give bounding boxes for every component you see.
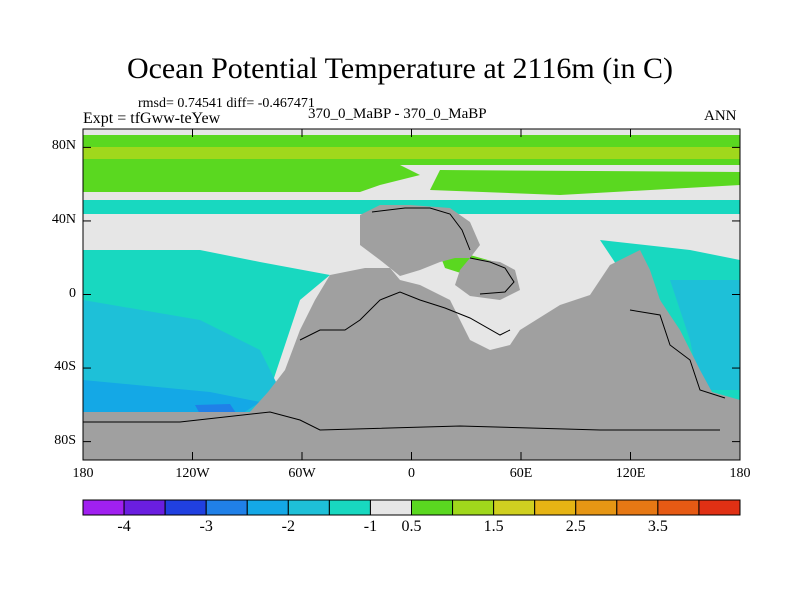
colorbar-swatch — [164, 499, 207, 516]
colorbar-label: -1 — [363, 518, 378, 535]
arctic-band-green-top — [83, 135, 740, 147]
longitude-ticks — [82, 129, 741, 460]
lon-tick-label: 120E — [615, 466, 646, 481]
colorbar-swatch — [575, 499, 618, 516]
colorbar-swatch — [246, 499, 289, 516]
stats-text: rmsd= 0.74541 diff= -0.467471 — [138, 96, 315, 111]
lat-tick-label: 0 — [69, 285, 76, 301]
lon-tick-label: 180 — [72, 466, 94, 481]
colorbar-swatch — [616, 499, 659, 516]
colorbar-swatch — [698, 499, 741, 516]
colorbar-label: 2.5 — [565, 518, 586, 535]
lon-tick-label: 60E — [509, 466, 533, 481]
comparison-label: 370_0_MaBP - 370_0_MaBP — [308, 106, 487, 122]
north-pacific-green — [430, 170, 740, 195]
lat-tick-label: 40S — [54, 359, 76, 375]
land-africa — [455, 258, 520, 300]
north-atlantic-green — [83, 165, 420, 192]
colorbar-label: -2 — [281, 518, 295, 535]
land-eurasia — [360, 205, 480, 276]
colorbar-swatch — [328, 499, 371, 516]
colorbar-swatch — [411, 499, 454, 516]
west-pacific-teal — [670, 280, 740, 390]
plot-title: Ocean Potential Temperature at 2116m (in… — [126, 52, 674, 85]
season-label: ANN — [704, 108, 737, 124]
colorbar-swatch — [452, 499, 495, 516]
deep-anomaly — [195, 404, 236, 414]
lat-tick-label: 40N — [51, 211, 76, 227]
arctic-band-green-low — [83, 159, 740, 165]
experiment-label: Expt = tfGww-teYew — [83, 110, 221, 127]
colorbar-swatch — [82, 499, 125, 516]
lon-tick-label: 120W — [175, 466, 210, 481]
coastline-southern — [83, 411, 720, 431]
colorbar-label: -3 — [199, 518, 213, 535]
colorbar-swatch — [205, 499, 248, 516]
colorbar-label: -4 — [117, 518, 131, 535]
coastlines — [83, 207, 726, 431]
arctic-band-green-mid — [83, 147, 740, 159]
coastline-americas — [299, 291, 511, 341]
colorbar-swatch — [123, 499, 166, 516]
lat-tick-label: 80N — [51, 138, 76, 154]
colorbar-label: 3.5 — [647, 518, 668, 535]
colorbar — [82, 499, 741, 516]
south-pacific-teal — [83, 300, 280, 412]
coastline-pacific-south — [629, 309, 726, 399]
lon-tick-label: 60W — [288, 466, 316, 481]
colorbar-swatch — [369, 499, 412, 516]
land-americas — [83, 250, 740, 460]
colorbar-label: 1.5 — [483, 518, 504, 535]
lat-tick-label: 80S — [54, 432, 76, 448]
coastline-africa — [469, 257, 515, 295]
colorbar-swatch — [493, 499, 536, 516]
latitude-ticks — [83, 146, 740, 443]
map-fields — [83, 129, 740, 460]
colorbar-swatch — [657, 499, 700, 516]
colorbar-swatch — [287, 499, 330, 516]
coastline-eurasia — [371, 207, 471, 251]
lon-tick-label: 0 — [408, 466, 415, 481]
colorbar-swatch — [534, 499, 577, 516]
colorbar-label: 0.5 — [401, 518, 422, 535]
land-antarctica-south — [83, 420, 740, 460]
lon-tick-label: 180 — [729, 466, 751, 481]
